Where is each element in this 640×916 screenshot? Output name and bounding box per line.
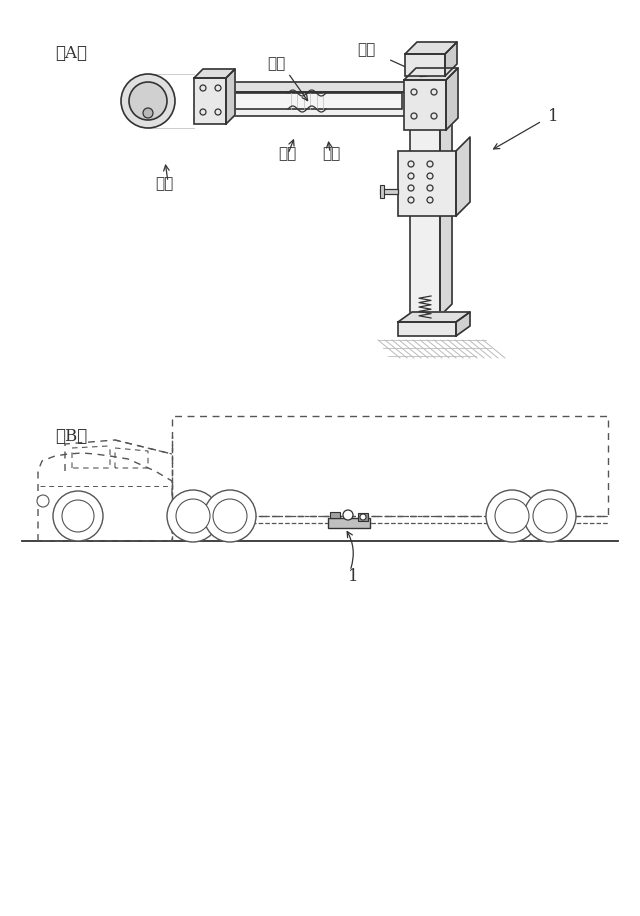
- Circle shape: [143, 108, 153, 118]
- Text: ３３: ３３: [322, 147, 340, 161]
- Bar: [398, 151, 456, 216]
- Polygon shape: [410, 64, 452, 76]
- Circle shape: [411, 89, 417, 95]
- Bar: [328, 518, 370, 528]
- Bar: [380, 189, 398, 194]
- Circle shape: [411, 113, 417, 119]
- Circle shape: [408, 173, 414, 179]
- Circle shape: [204, 490, 256, 542]
- Polygon shape: [226, 69, 235, 124]
- Polygon shape: [446, 68, 458, 130]
- Polygon shape: [404, 68, 458, 80]
- Circle shape: [213, 499, 247, 533]
- Bar: [358, 513, 368, 521]
- Text: ３１: ３１: [267, 57, 285, 71]
- Circle shape: [62, 500, 94, 532]
- Circle shape: [427, 161, 433, 167]
- Circle shape: [408, 197, 414, 203]
- Circle shape: [176, 499, 210, 533]
- Circle shape: [343, 510, 353, 520]
- Text: 1: 1: [348, 568, 358, 585]
- Polygon shape: [195, 82, 425, 92]
- Bar: [330, 512, 340, 518]
- Circle shape: [360, 514, 366, 520]
- Circle shape: [524, 490, 576, 542]
- Bar: [195, 92, 415, 116]
- Bar: [410, 76, 440, 316]
- Polygon shape: [405, 42, 457, 54]
- Circle shape: [431, 113, 437, 119]
- Circle shape: [408, 185, 414, 191]
- Polygon shape: [456, 137, 470, 216]
- Text: ３３: ３３: [155, 177, 173, 191]
- Bar: [194, 78, 226, 124]
- Circle shape: [408, 161, 414, 167]
- Polygon shape: [456, 312, 470, 336]
- Circle shape: [495, 499, 529, 533]
- Circle shape: [200, 109, 206, 115]
- Bar: [404, 80, 446, 130]
- Polygon shape: [440, 64, 452, 316]
- Text: （B）: （B）: [55, 428, 87, 445]
- Circle shape: [215, 85, 221, 91]
- Circle shape: [167, 490, 219, 542]
- Circle shape: [37, 495, 49, 507]
- Text: ３０: ３０: [357, 43, 375, 57]
- Circle shape: [200, 85, 206, 91]
- Bar: [380, 185, 384, 198]
- Circle shape: [427, 173, 433, 179]
- Bar: [405, 54, 445, 76]
- Circle shape: [486, 490, 538, 542]
- Polygon shape: [398, 312, 470, 322]
- Circle shape: [53, 491, 103, 541]
- Circle shape: [129, 82, 167, 120]
- Polygon shape: [445, 42, 457, 76]
- Circle shape: [431, 89, 437, 95]
- Text: 1: 1: [548, 108, 559, 125]
- Polygon shape: [194, 69, 235, 78]
- Circle shape: [427, 197, 433, 203]
- Bar: [205, 93, 402, 109]
- Circle shape: [215, 109, 221, 115]
- Circle shape: [533, 499, 567, 533]
- Text: ３２: ３２: [278, 147, 296, 161]
- Circle shape: [427, 185, 433, 191]
- Circle shape: [121, 74, 175, 128]
- Bar: [398, 322, 456, 336]
- Text: （A）: （A）: [55, 45, 87, 62]
